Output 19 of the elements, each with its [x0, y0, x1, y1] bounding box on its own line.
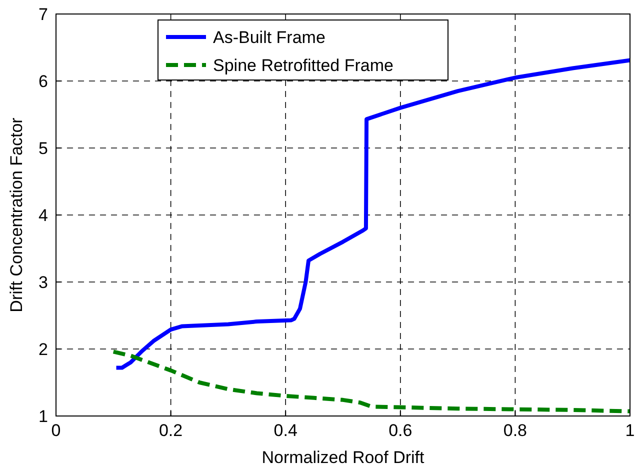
y-axis-title: Drift Concentration Factor: [7, 117, 26, 312]
x-tick-label: 0.2: [158, 421, 183, 440]
y-tick-label: 5: [38, 139, 48, 158]
y-tick-label: 1: [38, 407, 48, 426]
legend-label: As-Built Frame: [213, 28, 326, 47]
x-tick-label: 0.8: [503, 421, 528, 440]
x-tick-label: 1: [625, 421, 635, 440]
legend-label: Spine Retrofitted Frame: [213, 56, 394, 75]
y-tick-label: 6: [38, 72, 48, 91]
x-axis-title: Normalized Roof Drift: [262, 448, 425, 467]
line-series: [114, 58, 632, 370]
y-tick-label: 2: [38, 340, 48, 359]
x-tick-label: 0.6: [388, 421, 412, 440]
y-tick-label: 3: [38, 273, 48, 292]
x-tick-label: 0.4: [274, 421, 298, 440]
line-series: [111, 350, 632, 414]
y-tick-label: 4: [38, 206, 48, 225]
x-tick-label: 0: [51, 421, 61, 440]
y-tick-label: 7: [38, 5, 48, 24]
